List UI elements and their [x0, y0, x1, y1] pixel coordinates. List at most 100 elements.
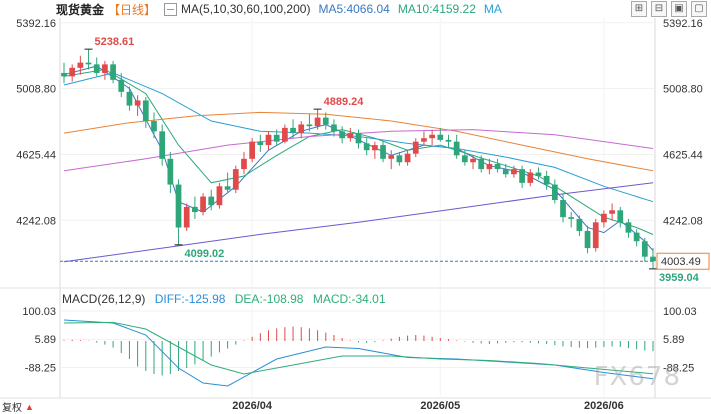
- candle-body: [241, 158, 247, 170]
- candle-body: [298, 124, 305, 134]
- candle-body: [404, 153, 411, 163]
- candle-body: [142, 100, 149, 122]
- ma5-label: MA5:4066.04: [318, 2, 390, 16]
- candle-body: [175, 184, 182, 228]
- ma-line-ma60: [63, 111, 654, 172]
- candle-body: [371, 145, 378, 151]
- candle-body: [192, 206, 198, 213]
- candle-body: [576, 218, 583, 231]
- candle-body: [306, 124, 313, 127]
- candle-body: [625, 222, 632, 233]
- arrow-icon: ▲: [25, 401, 34, 412]
- macd-params-label[interactable]: MACD(26,12,9): [62, 292, 146, 306]
- candle-body: [543, 175, 550, 185]
- candle-body: [429, 134, 435, 139]
- candle-body: [110, 64, 116, 80]
- candle-body: [453, 141, 460, 156]
- candle-body: [494, 163, 501, 170]
- candle-body: [151, 121, 157, 132]
- price-tick-label-right: 4242.08: [663, 215, 703, 227]
- candle-body: [502, 169, 509, 175]
- grid-toggle-icon[interactable]: ⊞: [631, 1, 647, 17]
- macd-tick-label: 100.03: [22, 306, 56, 318]
- candle-body: [527, 172, 534, 183]
- ma-line-ma10: [63, 68, 654, 235]
- price-tick-label: 5392.16: [16, 18, 56, 30]
- ma-settings-icon[interactable]: [164, 2, 178, 16]
- candle-body: [118, 79, 125, 92]
- candle-body: [355, 133, 362, 144]
- candle-body: [519, 169, 525, 183]
- candle-body: [592, 222, 599, 249]
- macd-value-label: MACD:-34.01: [312, 292, 386, 306]
- price-tick-label: 4625.44: [16, 149, 56, 161]
- adjust-toggle[interactable]: 复权 ▲: [2, 399, 34, 414]
- macd-tick-label: 5.89: [35, 334, 56, 346]
- ma-params-label[interactable]: MA(5,10,30,60,100,200): [181, 2, 311, 16]
- candle-body: [478, 158, 485, 170]
- candle-body: [445, 139, 452, 142]
- candle-body: [363, 143, 370, 151]
- candle-body: [380, 145, 386, 159]
- price-annotations: 5238.61 4889.24 4099.02 3959.04 4003.49: [60, 36, 710, 284]
- annotation-label: 3959.04: [659, 272, 700, 284]
- candle-body: [568, 217, 575, 219]
- candle-body: [69, 67, 76, 77]
- ma-more-label: MA: [483, 2, 502, 16]
- grid-lines: [0, 18, 711, 399]
- candle-body: [641, 241, 648, 257]
- candle-body: [61, 72, 67, 77]
- candle-body: [85, 62, 92, 65]
- candle-body: [633, 232, 640, 242]
- price-tick-label-right: 5008.80: [663, 84, 703, 96]
- candle-body: [551, 184, 558, 201]
- ma10-label: MA10:4159.22: [397, 2, 476, 16]
- candle-body: [232, 169, 239, 190]
- macd-tick-label-right: 100.03: [663, 306, 697, 318]
- candle-body: [134, 100, 141, 106]
- candles: [61, 49, 656, 269]
- candle-body: [200, 196, 206, 213]
- x-tick-label: 2026/06: [584, 400, 624, 412]
- candle-body: [102, 64, 108, 73]
- candle-body: [265, 134, 272, 146]
- price-tick-label-right: 4625.44: [663, 149, 703, 161]
- candle-body: [208, 196, 215, 206]
- candle-body: [388, 155, 395, 159]
- candle-body: [650, 256, 656, 262]
- period-label[interactable]: 【日线】: [108, 2, 157, 17]
- candle-body: [273, 134, 280, 142]
- macd-line-diff: [63, 319, 654, 387]
- candle-body: [224, 186, 231, 190]
- candle-body: [396, 155, 403, 163]
- candle-body: [412, 141, 419, 154]
- x-tick-label: 2026/05: [420, 400, 460, 412]
- candle-body: [560, 200, 566, 218]
- candle-body: [437, 134, 444, 140]
- candle-body: [126, 91, 133, 106]
- window-icon[interactable]: ▢: [691, 1, 707, 17]
- symbol-title: 现货黄金: [56, 2, 105, 17]
- candle-body: [159, 131, 166, 159]
- candle-body: [421, 138, 427, 142]
- fullscreen-icon[interactable]: ▣: [671, 1, 687, 17]
- macd-line-dea: [63, 321, 654, 375]
- price-tick-label: 5008.80: [16, 84, 56, 96]
- collapse-icon[interactable]: ⊟: [651, 1, 667, 17]
- candle-body: [609, 210, 615, 214]
- chart-toolbar: ⊞ ⊟ ▣ ▢: [631, 1, 707, 17]
- candle-body: [290, 127, 296, 134]
- macd-diff-label: DIFF:-125.98: [154, 292, 226, 306]
- candle-body: [617, 210, 624, 223]
- macd-tick-label-right: 5.89: [663, 334, 684, 346]
- candle-body: [282, 127, 288, 142]
- macd-tick-label-right: -88.25: [663, 362, 694, 374]
- candle-body: [461, 155, 468, 163]
- candle-body: [339, 131, 346, 139]
- macd-header: MACD(26,12,9) DIFF:-125.98 DEA:-108.98 M…: [62, 292, 392, 306]
- macd-panel: [63, 319, 654, 387]
- watermark: FX678: [593, 362, 681, 392]
- candle-body: [183, 206, 190, 228]
- ma-line-ma200: [63, 182, 654, 263]
